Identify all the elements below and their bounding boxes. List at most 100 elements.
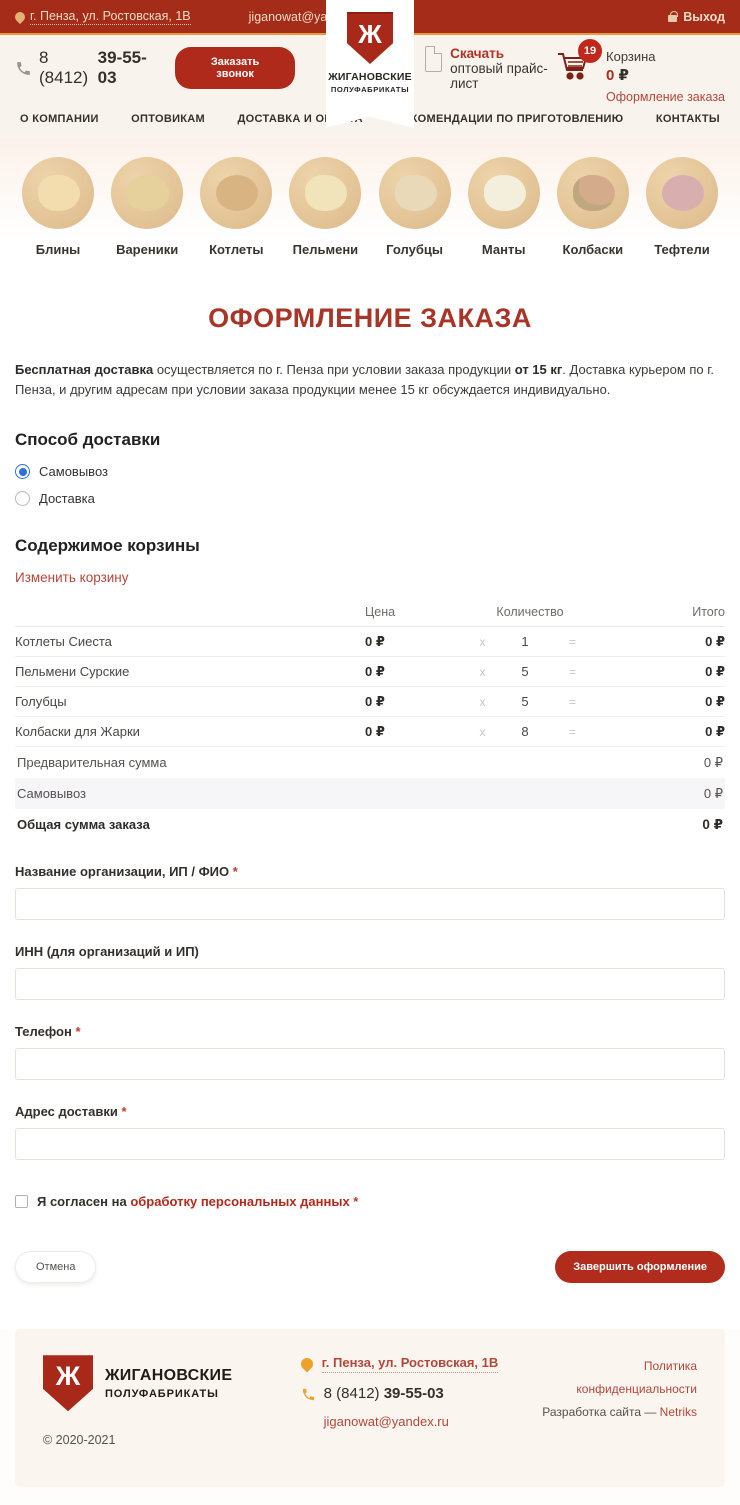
summary-pickup: Самовывоз 0 ₽	[15, 778, 725, 810]
footer: Ж ЖИГАНОВСКИЕ ПОЛУФАБРИКАТЫ © 2020-2021 …	[15, 1329, 725, 1488]
category-vareniki[interactable]: Вареники	[107, 157, 187, 257]
category-row: Блины Вареники Котлеты Пельмени Голубцы …	[0, 139, 740, 271]
checkout-link[interactable]: Оформление заказа	[606, 89, 725, 104]
item-total: 0 ₽	[705, 693, 725, 709]
multiply-sign: x	[479, 724, 486, 739]
equals-sign: =	[568, 694, 576, 709]
edit-cart-link[interactable]: Изменить корзину	[15, 570, 129, 586]
cart-row: Колбаски для Жарки 0 ₽ x 8 = 0 ₽	[15, 717, 725, 748]
delivery-method-heading: Способ доставки	[15, 430, 161, 450]
nav-item-recommendations[interactable]: РЕКОМЕНДАЦИИ ПО ПРИГОТОВЛЕНИЮ	[395, 113, 624, 125]
field-organization: Название организации, ИП / ФИО *	[15, 864, 725, 921]
developer-link[interactable]: Netriks	[659, 1404, 697, 1419]
equals-sign: =	[568, 724, 576, 739]
summary-label: Самовывоз	[17, 786, 86, 802]
logo-ribbon[interactable]: Ж ЖИГАНОВСКИЕ ПОЛУФАБРИКАТЫ	[326, 0, 414, 128]
item-total: 0 ₽	[705, 633, 725, 649]
category-kotlety[interactable]: Котлеты	[196, 157, 276, 257]
category-label: Голубцы	[386, 242, 443, 257]
field-phone: Телефон *	[15, 1024, 725, 1081]
footer-logo[interactable]: Ж ЖИГАНОВСКИЕ ПОЛУФАБРИКАТЫ	[43, 1355, 261, 1412]
cart-label: Корзина	[606, 48, 656, 64]
inn-input[interactable]	[15, 968, 725, 1001]
nav-item-wholesale[interactable]: ОПТОВИКАМ	[131, 113, 206, 125]
brand-shield-icon: Ж	[347, 12, 393, 64]
radio-label: Доставка	[39, 491, 95, 507]
cart-icon-wrap[interactable]: 19	[556, 38, 603, 104]
col-total: Итого	[692, 604, 725, 619]
multiply-sign: x	[479, 664, 486, 679]
item-name: Котлеты Сиеста	[15, 634, 112, 650]
category-pelmeni[interactable]: Пельмени	[285, 157, 365, 257]
footer-phone-icon	[301, 1387, 315, 1401]
category-manty[interactable]: Манты	[464, 157, 544, 257]
privacy-policy-link[interactable]: Политика конфиденциальности	[576, 1359, 697, 1397]
label-text: Название организации, ИП / ФИО	[15, 864, 230, 880]
category-label: Тефтели	[654, 242, 710, 257]
footer-address-link[interactable]: г. Пенза, ул. Ростовская, 1В	[321, 1355, 499, 1374]
category-kolbaski[interactable]: Колбаски	[553, 157, 633, 257]
required-mark: *	[232, 864, 238, 880]
phone-input[interactable]	[15, 1048, 725, 1081]
cart-amount-value: 0	[606, 66, 615, 84]
phone-icon	[15, 60, 32, 77]
footer-map-pin-icon	[298, 1355, 316, 1373]
cart-count-badge: 19	[578, 38, 603, 63]
cart-row: Котлеты Сиеста 0 ₽ x 1 = 0 ₽	[15, 627, 725, 658]
item-qty: 5	[521, 664, 529, 680]
cart-contents-heading: Содержимое корзины	[15, 536, 200, 556]
brand-subtitle: ПОЛУФАБРИКАТЫ	[330, 85, 410, 94]
cart-widget: 19 Корзина 0 ₽ Оформление заказа	[556, 38, 725, 104]
cancel-button[interactable]: Отмена	[15, 1251, 97, 1284]
item-qty: 5	[521, 694, 529, 710]
download-link[interactable]: Скачать	[450, 45, 505, 61]
header: 8 (8412) 39-55-03 Заказать звонок Ж ЖИГА…	[0, 0, 740, 128]
consent-checkbox[interactable]	[15, 1195, 28, 1209]
consent-row[interactable]: Я согласен на обработку персональных дан…	[15, 1194, 725, 1209]
topbar-address-link[interactable]: г. Пенза, ул. Ростовская, 1В	[12, 9, 191, 25]
request-call-button[interactable]: Заказать звонок	[175, 47, 295, 89]
category-label: Пельмени	[292, 242, 359, 257]
footer-email-link[interactable]: jiganowat@yandex.ru	[323, 1414, 449, 1430]
category-photo-bliny	[22, 157, 94, 229]
radio-pickup[interactable]: Самовывоз	[15, 464, 725, 480]
footer-brand-name: ЖИГАНОВСКИЕ	[105, 1366, 233, 1384]
phone-number: 39-55-03	[97, 48, 147, 87]
personal-data-link[interactable]: обработку персональных данных	[130, 1194, 350, 1210]
radio-button-checked[interactable]	[15, 464, 30, 480]
phone-prefix: 8 (8412)	[39, 48, 89, 87]
category-tefteli[interactable]: Тефтели	[642, 157, 722, 257]
summary-subtotal: Предварительная сумма 0 ₽	[15, 747, 725, 778]
required-mark: *	[121, 1104, 127, 1120]
page-title: ОФОРМЛЕНИЕ ЗАКАЗА	[208, 303, 532, 333]
item-total: 0 ₽	[705, 663, 725, 679]
multiply-sign: x	[479, 634, 486, 649]
delivery-address-input[interactable]	[15, 1128, 725, 1161]
footer-phone-prefix: 8 (8412)	[323, 1385, 380, 1403]
item-total: 0 ₽	[705, 723, 725, 739]
item-name: Голубцы	[15, 694, 67, 710]
radio-button[interactable]	[15, 491, 30, 507]
logout-link[interactable]: Выход	[668, 10, 725, 24]
delivery-info-text: Бесплатная доставка осуществляется по г.…	[15, 360, 725, 400]
intro-text: осуществляется по г. Пенза при условии з…	[153, 362, 515, 377]
nav-item-contacts[interactable]: КОНТАКТЫ	[655, 113, 720, 125]
equals-sign: =	[568, 664, 576, 679]
summary-label: Предварительная сумма	[17, 755, 167, 771]
radio-delivery[interactable]: Доставка	[15, 491, 725, 507]
document-icon	[424, 45, 443, 72]
item-price: 0 ₽	[365, 633, 385, 649]
item-price: 0 ₽	[365, 693, 385, 709]
organization-input[interactable]	[15, 888, 725, 921]
category-golubtsy[interactable]: Голубцы	[375, 157, 455, 257]
price-list-download[interactable]: Скачать оптовый прайс-лист	[424, 45, 556, 91]
category-photo-kolbaski	[556, 157, 629, 229]
nav-item-about[interactable]: О КОМПАНИИ	[20, 113, 99, 125]
category-photo-manty	[467, 157, 540, 229]
footer-phone: 8 (8412) 39-55-03	[324, 1385, 444, 1402]
category-bliny[interactable]: Блины	[18, 157, 98, 257]
label-text: ИНН (для организаций и ИП)	[15, 944, 199, 960]
footer-brand-shield-icon: Ж	[43, 1355, 93, 1412]
submit-order-button[interactable]: Завершить оформление	[555, 1251, 725, 1284]
category-photo-vareniki	[111, 157, 184, 229]
